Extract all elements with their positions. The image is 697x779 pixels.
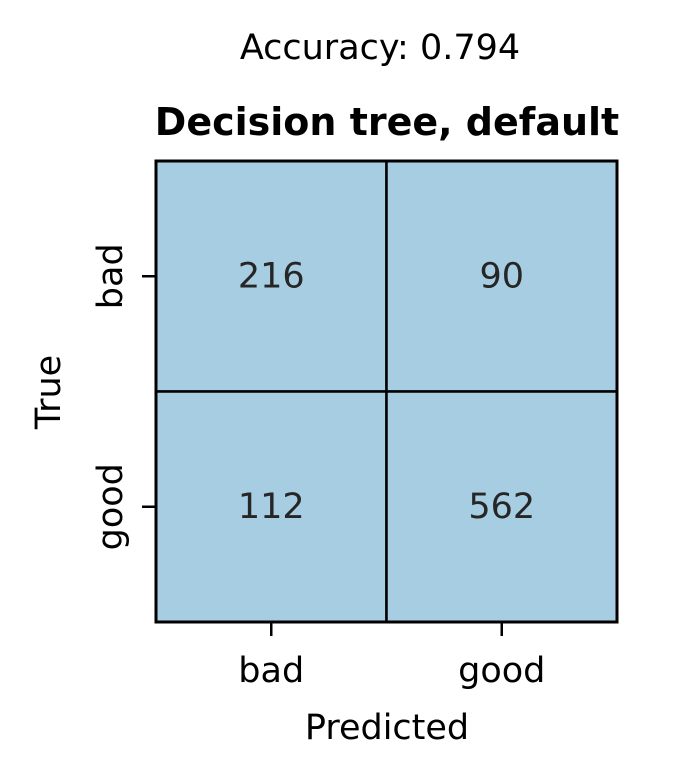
y-tick-label: bad xyxy=(91,243,131,309)
y-tick-label: good xyxy=(91,463,131,550)
heatmap-cells xyxy=(154,159,619,624)
cell-value-label: 216 xyxy=(238,256,305,296)
plot-frame xyxy=(154,159,619,624)
heatmap-cell-good-good xyxy=(385,390,619,624)
x-axis-label: Predicted xyxy=(305,708,469,748)
heatmap-cell-good-bad xyxy=(154,390,388,624)
chart-suptitle: Accuracy: 0.794 xyxy=(240,28,520,68)
heatmap-cell-bad-bad xyxy=(154,159,388,393)
cell-value-label: 90 xyxy=(479,256,524,296)
chart-title: Decision tree, default xyxy=(155,100,619,144)
x-tick-label: good xyxy=(458,651,545,691)
x-tick-label: bad xyxy=(238,651,304,691)
cell-value-label: 562 xyxy=(468,487,535,527)
y-axis-label: True xyxy=(29,355,69,430)
heatmap-cell-labels: 216 90 112 562 xyxy=(238,256,535,527)
cell-value-label: 112 xyxy=(238,487,305,527)
heatmap-cell-bad-good xyxy=(385,159,619,393)
axis-ticks: bad good bad good xyxy=(91,243,545,691)
